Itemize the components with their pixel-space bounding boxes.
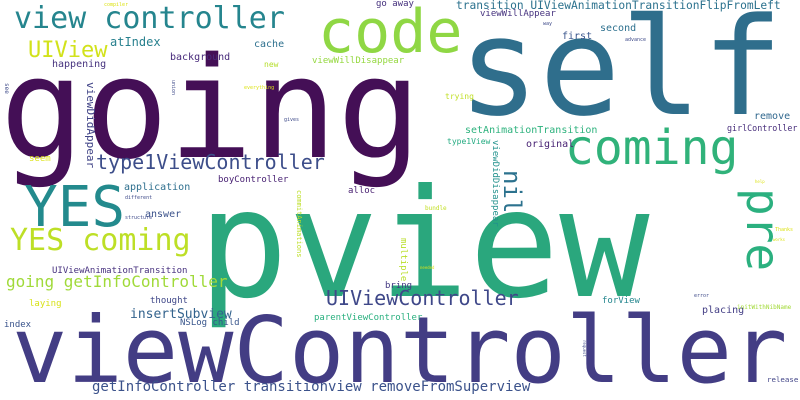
word-first: first (562, 31, 593, 42)
word-gives: gives (284, 117, 300, 123)
word-yes: YES (24, 175, 126, 240)
word-type1viewcontroller: type1ViewController (96, 150, 325, 174)
word-nslog-child: NSLog child (180, 318, 240, 328)
word-viewdiddisappear: viewDidDisappear (490, 140, 500, 227)
word-girlcontroller: girlController (727, 123, 798, 133)
word-parentviewcontroller: parentViewController (314, 313, 423, 323)
word-coming: coming (565, 120, 739, 176)
word-self: self (458, 0, 784, 146)
word-cache: cache (254, 39, 285, 50)
word-index: index (4, 320, 32, 330)
word-bring: bring (385, 281, 413, 291)
word-go-away: go away (376, 0, 414, 9)
word-boycontroller: boyController (218, 175, 289, 185)
word-uiviewcontroller: UIViewController (326, 286, 519, 310)
word-everything: everything (244, 85, 275, 91)
word-uiviewanimationtransition: UIViewAnimationTransition (52, 266, 188, 276)
word-thought: thought (150, 296, 188, 306)
word-background: background (170, 52, 231, 63)
word-error: error (694, 293, 710, 299)
word-bundle: bundle (425, 205, 447, 212)
word-seem: seem (29, 154, 51, 164)
word-different: different (125, 195, 153, 201)
word-type1view: type1View (447, 137, 491, 146)
word-request: request (582, 340, 587, 357)
word-going-getinfocontroller: going getInfoController (6, 272, 228, 291)
word-remove: remove (754, 111, 791, 122)
word-viewwillappear: viewWillAppear (480, 9, 556, 19)
word-new: new (264, 60, 279, 69)
word-forview: forView (602, 296, 640, 306)
word-advance: advance (625, 37, 647, 43)
word-compiler: compiler (104, 2, 129, 8)
word-insertsubview: insertSubview (130, 307, 232, 322)
word-viewdidappear: viewDidAppear (84, 82, 97, 169)
word-view-controller: view controller (14, 1, 285, 36)
word-commitanimations: commitAnimations (295, 190, 303, 258)
word-viewcontroller: viewController (12, 297, 788, 400)
word-thanks: Thanks (775, 227, 794, 233)
word-pview: pview (198, 158, 650, 332)
word-structure: structure (125, 215, 153, 221)
word-nil: nil (498, 170, 526, 214)
word-application: application (124, 182, 191, 193)
word-transition-uiviewanimationtransitionflipfromleft: transition UIViewAnimationTransitionFlip… (456, 0, 781, 12)
word-needed: needed (420, 265, 435, 270)
word-code: code (318, 0, 463, 67)
word-answer: answer (145, 209, 182, 220)
word-second: second (600, 23, 637, 34)
word-trying: trying (445, 92, 474, 101)
word-placing: placing (702, 305, 745, 316)
word-going: going (0, 28, 422, 191)
word-setanimationtransition: setAnimationTransition (465, 125, 598, 136)
word-release: release (767, 375, 799, 384)
word-alloc: alloc (348, 186, 376, 196)
word-union: union (170, 80, 176, 96)
word-view-removefromsuperview: view removeFromSuperview (328, 379, 531, 395)
word-yes-coming: YES coming (10, 223, 191, 258)
word-works: works (773, 237, 786, 242)
word-original: original (526, 139, 575, 150)
word-uiview: UIView (28, 38, 108, 63)
word-getinfocontroller-transition: getInfoController transition (92, 379, 329, 395)
word-laying: laying (29, 299, 62, 309)
word-multiple: multiple (398, 238, 408, 282)
word-atindex: atIndex (110, 35, 161, 49)
word-happening: happening (52, 59, 107, 70)
word-way: way (543, 21, 553, 27)
word-initwithnibname: initWithNibName (737, 304, 792, 311)
word-viewwilldisappear: viewWillDisappear (312, 56, 405, 66)
word-see: see (3, 83, 10, 94)
word-help: help (755, 179, 765, 184)
